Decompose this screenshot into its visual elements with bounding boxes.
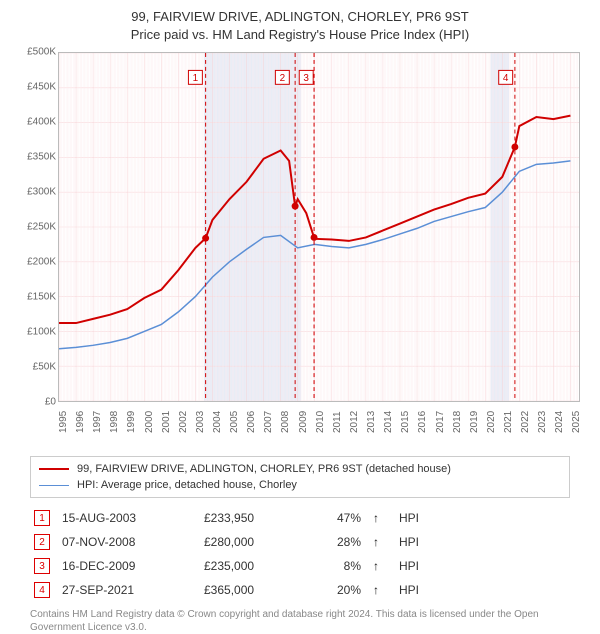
- svg-text:4: 4: [503, 73, 509, 84]
- up-arrow-icon: ↑: [373, 511, 387, 525]
- sale-pct: 47%: [306, 511, 361, 525]
- sale-hpi-label: HPI: [399, 583, 419, 597]
- x-tick-label: 2001: [161, 411, 172, 433]
- x-tick-label: 2023: [537, 411, 548, 433]
- sale-price: £233,950: [204, 511, 294, 525]
- legend-swatch: [39, 468, 69, 470]
- title-line-1: 99, FAIRVIEW DRIVE, ADLINGTON, CHORLEY, …: [0, 8, 600, 26]
- chart-area: £0 £50K £100K £150K £200K £250K £300K £350K £400…: [20, 52, 580, 422]
- sale-date: 16-DEC-2009: [62, 559, 192, 573]
- sale-marker: 1: [34, 510, 50, 526]
- x-tick-label: 2022: [520, 411, 531, 433]
- x-tick-label: 2012: [349, 411, 360, 433]
- x-tick-label: 2006: [246, 411, 257, 433]
- y-tick-label: £500K: [27, 47, 56, 58]
- up-arrow-icon: ↑: [373, 535, 387, 549]
- x-tick-label: 1995: [58, 411, 69, 433]
- y-tick-label: £300K: [27, 187, 56, 198]
- y-tick-label: £250K: [27, 222, 56, 233]
- x-tick-label: 2000: [144, 411, 155, 433]
- x-tick-label: 2017: [435, 411, 446, 433]
- sale-row: 2 07-NOV-2008 £280,000 28% ↑ HPI: [30, 530, 570, 554]
- y-tick-label: £100K: [27, 327, 56, 338]
- sale-hpi-label: HPI: [399, 511, 419, 525]
- sale-pct: 8%: [306, 559, 361, 573]
- legend-row: HPI: Average price, detached house, Chor…: [39, 477, 561, 493]
- x-tick-label: 1998: [109, 411, 120, 433]
- legend-label: 99, FAIRVIEW DRIVE, ADLINGTON, CHORLEY, …: [77, 463, 451, 475]
- x-tick-label: 2014: [383, 411, 394, 433]
- x-tick-label: 2013: [366, 411, 377, 433]
- x-tick-label: 2019: [469, 411, 480, 433]
- x-tick-label: 2025: [571, 411, 582, 433]
- x-tick-label: 2003: [195, 411, 206, 433]
- y-axis: £0£50K£100K£150K£200K£250K£300K£350K£400…: [20, 52, 58, 402]
- legend: 99, FAIRVIEW DRIVE, ADLINGTON, CHORLEY, …: [30, 456, 570, 498]
- x-tick-label: 2021: [503, 411, 514, 433]
- copyright-notice: Contains HM Land Registry data © Crown c…: [30, 608, 570, 634]
- sale-price: £365,000: [204, 583, 294, 597]
- x-tick-label: 2024: [554, 411, 565, 433]
- y-tick-label: £350K: [27, 152, 56, 163]
- y-tick-label: £400K: [27, 117, 56, 128]
- sale-row: 3 16-DEC-2009 £235,000 8% ↑ HPI: [30, 554, 570, 578]
- sale-hpi-label: HPI: [399, 535, 419, 549]
- x-tick-label: 2018: [452, 411, 463, 433]
- sale-price: £280,000: [204, 535, 294, 549]
- sale-date: 15-AUG-2003: [62, 511, 192, 525]
- svg-text:1: 1: [193, 73, 199, 84]
- x-tick-label: 1997: [92, 411, 103, 433]
- x-tick-label: 2015: [400, 411, 411, 433]
- up-arrow-icon: ↑: [373, 559, 387, 573]
- sale-marker: 2: [34, 534, 50, 550]
- x-tick-label: 2011: [332, 412, 343, 434]
- x-tick-label: 2007: [263, 411, 274, 433]
- svg-text:2: 2: [280, 73, 286, 84]
- up-arrow-icon: ↑: [373, 583, 387, 597]
- x-tick-label: 2002: [178, 411, 189, 433]
- x-tick-label: 2005: [229, 411, 240, 433]
- x-tick-label: 2008: [280, 411, 291, 433]
- legend-row: 99, FAIRVIEW DRIVE, ADLINGTON, CHORLEY, …: [39, 461, 561, 477]
- sale-marker: 4: [34, 582, 50, 598]
- sale-date: 07-NOV-2008: [62, 535, 192, 549]
- svg-text:3: 3: [303, 73, 309, 84]
- y-tick-label: £50K: [33, 362, 56, 373]
- x-tick-label: 2010: [315, 411, 326, 433]
- sales-table: 1 15-AUG-2003 £233,950 47% ↑ HPI 2 07-NOV-2008 £…: [30, 506, 570, 602]
- x-tick-label: 2020: [486, 411, 497, 433]
- x-tick-label: 2009: [298, 411, 309, 433]
- legend-label: HPI: Average price, detached house, Chor…: [77, 479, 297, 491]
- x-tick-label: 1996: [75, 411, 86, 433]
- chart-title: 99, FAIRVIEW DRIVE, ADLINGTON, CHORLEY, …: [0, 0, 600, 48]
- sale-pct: 28%: [306, 535, 361, 549]
- y-tick-label: £200K: [27, 257, 56, 268]
- y-tick-label: £0: [45, 397, 56, 408]
- sale-hpi-label: HPI: [399, 559, 419, 573]
- sale-row: 4 27-SEP-2021 £365,000 20% ↑ HPI: [30, 578, 570, 602]
- sale-pct: 20%: [306, 583, 361, 597]
- x-axis: 1995199619971998199920002001200220032004…: [58, 402, 580, 422]
- x-tick-label: 2004: [212, 411, 223, 433]
- y-tick-label: £450K: [27, 82, 56, 93]
- legend-swatch: [39, 485, 69, 487]
- sale-date: 27-SEP-2021: [62, 583, 192, 597]
- x-tick-label: 1999: [126, 411, 137, 433]
- sale-marker: 3: [34, 558, 50, 574]
- title-line-2: Price paid vs. HM Land Registry's House …: [0, 26, 600, 44]
- y-tick-label: £150K: [27, 292, 56, 303]
- sale-row: 1 15-AUG-2003 £233,950 47% ↑ HPI: [30, 506, 570, 530]
- plot-region: 1 2 3 4: [58, 52, 580, 402]
- sale-price: £235,000: [204, 559, 294, 573]
- x-tick-label: 2016: [417, 411, 428, 433]
